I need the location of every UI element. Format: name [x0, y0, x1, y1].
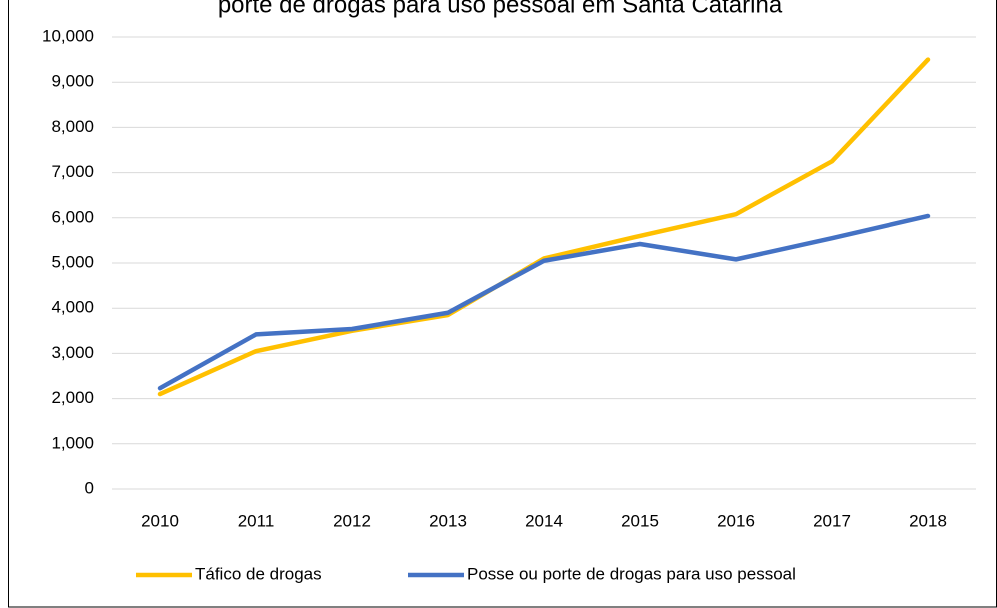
y-tick-label: 1,000	[51, 433, 94, 452]
x-tick-label: 2018	[909, 511, 947, 530]
x-tick-label: 2016	[717, 511, 755, 530]
y-tick-label: 5,000	[51, 252, 94, 271]
x-tick-label: 2015	[621, 511, 659, 530]
x-tick-label: 2011	[238, 511, 275, 530]
legend-label: Posse ou porte de drogas para uso pessoa…	[467, 564, 796, 583]
legend-label: Táfico de drogas	[195, 564, 322, 583]
x-tick-label: 2012	[333, 511, 371, 530]
x-tick-label: 2010	[141, 511, 179, 530]
series-line	[157, 213, 931, 391]
x-tick-label: 2014	[525, 511, 563, 530]
y-tick-label: 10,000	[42, 26, 94, 45]
x-tick-label: 2013	[429, 511, 467, 530]
y-tick-label: 2,000	[51, 388, 94, 407]
y-tick-label: 8,000	[51, 117, 94, 136]
y-tick-label: 0	[85, 478, 94, 497]
y-tick-label: 9,000	[51, 72, 94, 91]
y-tick-label: 6,000	[51, 207, 94, 226]
y-tick-label: 7,000	[51, 162, 94, 181]
chart-frame	[8, 0, 997, 608]
chart-title: porte de drogas para uso pessoal em Sant…	[218, 0, 783, 18]
y-tick-label: 3,000	[51, 343, 94, 362]
x-tick-label: 2017	[813, 511, 851, 530]
y-tick-label: 4,000	[51, 298, 94, 317]
